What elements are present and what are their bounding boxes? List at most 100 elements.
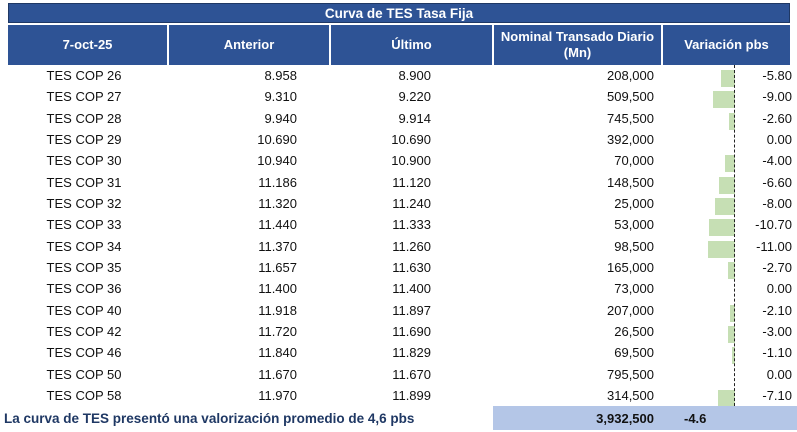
variation-value: -10.70: [755, 217, 792, 233]
ultimo-value: 8.900: [398, 68, 431, 84]
table-row: TES COP 27 9.310 9.220 509,500 -9.00: [0, 86, 797, 109]
bond-name: TES COP 40: [46, 302, 122, 318]
table-row: TES COP 31 11.186 11.120 148,500 -6.60: [0, 172, 797, 194]
variation-cell: -1.10: [662, 345, 797, 365]
ultimo-value: 9.220: [398, 89, 431, 105]
anterior-value: 11.670: [258, 366, 297, 382]
table-row: TES COP 50 11.670 11.670 795,500 0.00: [0, 363, 797, 384]
nominal-value: 314,500: [607, 387, 654, 403]
variation-cell: -7.10: [662, 387, 797, 407]
variation-cell: 0.00: [662, 367, 797, 382]
anterior-value: 11.186: [258, 174, 297, 190]
variation-value: -7.10: [762, 387, 792, 403]
nominal-value: 207,000: [607, 302, 654, 318]
variation-cell: -6.60: [662, 174, 797, 194]
total-nominal-value: 3,932,500: [596, 410, 654, 426]
ultimo-value: 10.690: [391, 132, 431, 148]
totals-row: 3,932,500 -4.6: [493, 406, 797, 430]
ultimo-value: 11.240: [392, 196, 431, 212]
variation-cell: -3.00: [662, 323, 797, 343]
nominal-value: 98,500: [614, 238, 654, 254]
variation-bar: [712, 91, 735, 109]
ultimo-value: 9.914: [398, 110, 431, 126]
table-row: TES COP 28 9.940 9.914 745,500 -2.60: [0, 108, 797, 130]
variation-cell: -2.60: [662, 110, 797, 130]
variation-value: 0.00: [766, 132, 792, 148]
anterior-value: 11.918: [258, 302, 297, 318]
variation-value: -9.00: [762, 89, 792, 105]
nominal-value: 392,000: [607, 132, 654, 148]
variation-value: 0.00: [766, 281, 792, 297]
ultimo-value: 11.670: [392, 366, 431, 382]
variation-zero-axis-line: [734, 65, 735, 406]
anterior-value: 11.440: [258, 217, 297, 233]
nominal-value: 26,500: [614, 323, 654, 339]
variation-cell: -2.70: [662, 259, 797, 279]
variation-bar: [728, 112, 735, 130]
variation-bar: [725, 155, 735, 173]
anterior-value: 11.970: [258, 387, 297, 403]
table-row: TES COP 40 11.918 11.897 207,000 -2.10: [0, 299, 797, 322]
anterior-value: 11.720: [258, 323, 297, 339]
nominal-value: 69,500: [614, 345, 654, 361]
nominal-value: 795,500: [607, 366, 654, 382]
nominal-value: 745,500: [607, 110, 654, 126]
ultimo-value: 11.897: [392, 302, 431, 318]
variation-bar: [715, 198, 735, 216]
bond-name: TES COP 27: [46, 89, 122, 105]
nominal-value: 53,000: [614, 217, 654, 233]
table-row: TES COP 29 10.690 10.690 392,000 0.00: [0, 129, 797, 150]
anterior-value: 9.310: [264, 89, 297, 105]
bond-name: TES COP 50: [46, 366, 122, 382]
variation-bar: [717, 389, 735, 407]
variation-cell: 0.00: [662, 132, 797, 147]
variation-cell: -4.00: [662, 153, 797, 173]
anterior-value: 10.940: [257, 153, 297, 169]
variation-bar: [727, 325, 735, 343]
anterior-value: 11.840: [258, 345, 297, 361]
variation-cell: 0.00: [662, 281, 797, 296]
column-header-date: 7-oct-25: [8, 25, 167, 65]
variation-value: -2.70: [762, 259, 792, 275]
table-row: TES COP 35 11.657 11.630 165,000 -2.70: [0, 257, 797, 279]
column-header-variacion: Variación pbs: [663, 25, 790, 65]
bond-name: TES COP 35: [46, 259, 122, 275]
ultimo-value: 10.900: [391, 153, 431, 169]
ultimo-value: 11.120: [392, 174, 431, 190]
variation-bar: [720, 70, 735, 88]
summary-note: La curva de TES presentó una valorizació…: [4, 406, 414, 430]
variation-value: -2.60: [762, 110, 792, 126]
ultimo-value: 11.829: [392, 345, 431, 361]
variation-bar: [718, 176, 735, 194]
nominal-value: 73,000: [614, 281, 654, 297]
table-row: TES COP 34 11.370 11.260 98,500 -11.00: [0, 236, 797, 258]
bond-name: TES COP 33: [46, 217, 122, 233]
variation-value: -3.00: [762, 323, 792, 339]
variation-value: -4.00: [762, 153, 792, 169]
anterior-value: 11.657: [258, 259, 297, 275]
variation-bar: [708, 219, 735, 237]
bond-name: TES COP 58: [46, 387, 122, 403]
summary-note-text: La curva de TES presentó una valorizació…: [4, 410, 415, 426]
ultimo-value: 11.630: [392, 259, 431, 275]
anterior-value: 10.690: [257, 132, 297, 148]
table-row: TES COP 30 10.940 10.900 70,000 -4.00: [0, 150, 797, 173]
variation-value: -6.60: [762, 174, 792, 190]
table-body: TES COP 26 8.958 8.900 208,000 -5.80 TES…: [0, 65, 797, 407]
nominal-value: 509,500: [607, 89, 654, 105]
table-row: TES COP 33 11.440 11.333 53,000 -10.70: [0, 214, 797, 237]
nominal-value: 148,500: [607, 174, 654, 190]
bond-name: TES COP 42: [46, 323, 122, 339]
variation-bar: [728, 261, 735, 279]
column-header-nominal: Nominal Transado Diario (Mn): [494, 25, 661, 65]
variation-cell: -11.00: [662, 239, 797, 258]
bond-name: TES COP 36: [46, 281, 122, 297]
bond-name: TES COP 28: [46, 110, 122, 126]
anterior-value: 8.958: [264, 68, 297, 84]
ultimo-value: 11.400: [392, 281, 431, 297]
variation-cell: -8.00: [662, 196, 797, 216]
bond-name: TES COP 46: [46, 345, 122, 361]
variation-value: -1.10: [762, 345, 792, 361]
variation-bar: [708, 240, 735, 258]
